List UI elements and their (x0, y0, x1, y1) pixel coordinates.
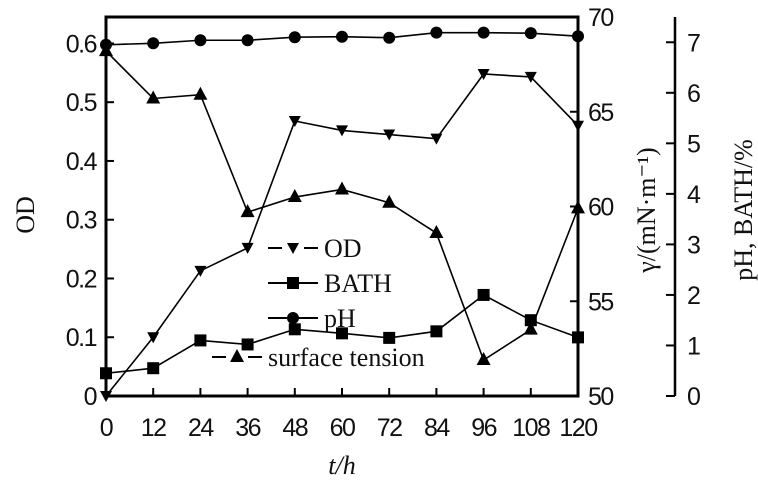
data-point (477, 68, 490, 80)
data-point (524, 27, 537, 40)
data-point (287, 189, 302, 203)
y-right1-tick-label: 65 (588, 99, 613, 127)
data-point (146, 90, 161, 104)
data-point (100, 367, 112, 380)
data-point (288, 323, 301, 336)
data-point (477, 288, 490, 301)
data-point (336, 30, 348, 43)
data-point (193, 86, 208, 100)
y-right1-tick-label: 55 (588, 288, 613, 316)
data-point (523, 321, 538, 335)
data-point (100, 391, 112, 402)
data-point (288, 116, 301, 128)
y-right2-tick-label: 6 (687, 80, 700, 108)
y-right1-tick-label: 70 (588, 4, 613, 32)
data-point (383, 31, 396, 44)
x-axis-title: t/h (328, 451, 355, 480)
data-point (383, 331, 396, 344)
y-right2-tick-label: 3 (687, 231, 700, 259)
series-bath (100, 288, 584, 380)
y-left-tick-label: 0.4 (66, 148, 98, 176)
y-left-tick-label: 0.3 (66, 207, 97, 235)
data-point (335, 181, 349, 195)
x-tick-label: 0 (100, 414, 113, 442)
y-axis-right1-title: γ/(mN·m⁻¹) (632, 147, 661, 273)
legend-marker-square-icon (287, 277, 299, 289)
legend-label: BATH (324, 269, 392, 298)
data-point (147, 332, 160, 344)
y-right2-tick-label: 1 (687, 332, 700, 360)
y-left-tick-label: 0 (84, 383, 97, 411)
data-point (572, 30, 584, 43)
legend-label: surface tension (268, 343, 425, 372)
data-point (194, 34, 207, 47)
series-surface-tension (99, 43, 585, 365)
data-point (288, 31, 301, 44)
x-tick-label: 24 (188, 414, 214, 442)
x-tick-label: 84 (424, 414, 450, 442)
data-point (99, 43, 113, 57)
data-point (147, 37, 160, 50)
data-point (430, 26, 443, 39)
data-point (240, 204, 255, 218)
legend-label: OD (324, 234, 362, 263)
data-point (429, 225, 444, 239)
y-right1-tick-label: 50 (588, 383, 613, 411)
data-point (336, 327, 348, 340)
data-point (430, 133, 443, 145)
series-ph (100, 26, 584, 51)
data-point (336, 125, 348, 137)
y-left-tick-label: 0.5 (66, 89, 97, 117)
x-tick-label: 120 (559, 414, 597, 442)
data-point (430, 325, 443, 338)
data-point (476, 351, 491, 365)
x-tick-label: 36 (235, 414, 260, 442)
data-point (524, 71, 537, 83)
y-axis-right2-title: pH, BATH/% (729, 139, 758, 281)
series-od (100, 68, 584, 402)
data-point (241, 34, 254, 47)
x-tick-label: 60 (330, 414, 355, 442)
legend-marker-triangle-up-icon (230, 349, 244, 362)
x-tick-label: 108 (512, 414, 550, 442)
y-right1-tick-label: 60 (588, 194, 613, 222)
data-point (194, 334, 207, 347)
data-point (241, 242, 254, 254)
legend-label: pH (324, 304, 356, 333)
data-point (477, 26, 490, 39)
data-point (241, 338, 254, 351)
y-axis-left-title: OD (11, 196, 40, 234)
y-right2-tick-label: 2 (687, 282, 700, 310)
legend-marker-triangle-down-icon (287, 243, 299, 254)
y-right2-tick-label: 7 (687, 29, 700, 57)
legend: OD BATH pH surface tension (212, 234, 425, 372)
data-point (383, 129, 396, 141)
data-point (147, 362, 160, 375)
y-right2-tick-label: 4 (687, 181, 701, 209)
data-point (382, 194, 397, 208)
y-left-tick-label: 0.1 (66, 324, 97, 352)
legend-marker-circle-icon (287, 312, 299, 324)
data-point (194, 265, 207, 277)
x-tick-label: 96 (471, 414, 496, 442)
y-right2-tick-label: 5 (687, 130, 700, 158)
y-left-tick-label: 0.6 (66, 30, 97, 58)
data-point (571, 200, 585, 214)
data-point (572, 120, 584, 132)
y-left-tick-label: 0.2 (66, 265, 97, 293)
x-tick-label: 12 (141, 414, 166, 442)
x-tick-label: 48 (282, 414, 307, 442)
data-point (572, 331, 584, 344)
y-right2-tick-label: 0 (687, 383, 700, 411)
x-tick-label: 72 (377, 414, 402, 442)
